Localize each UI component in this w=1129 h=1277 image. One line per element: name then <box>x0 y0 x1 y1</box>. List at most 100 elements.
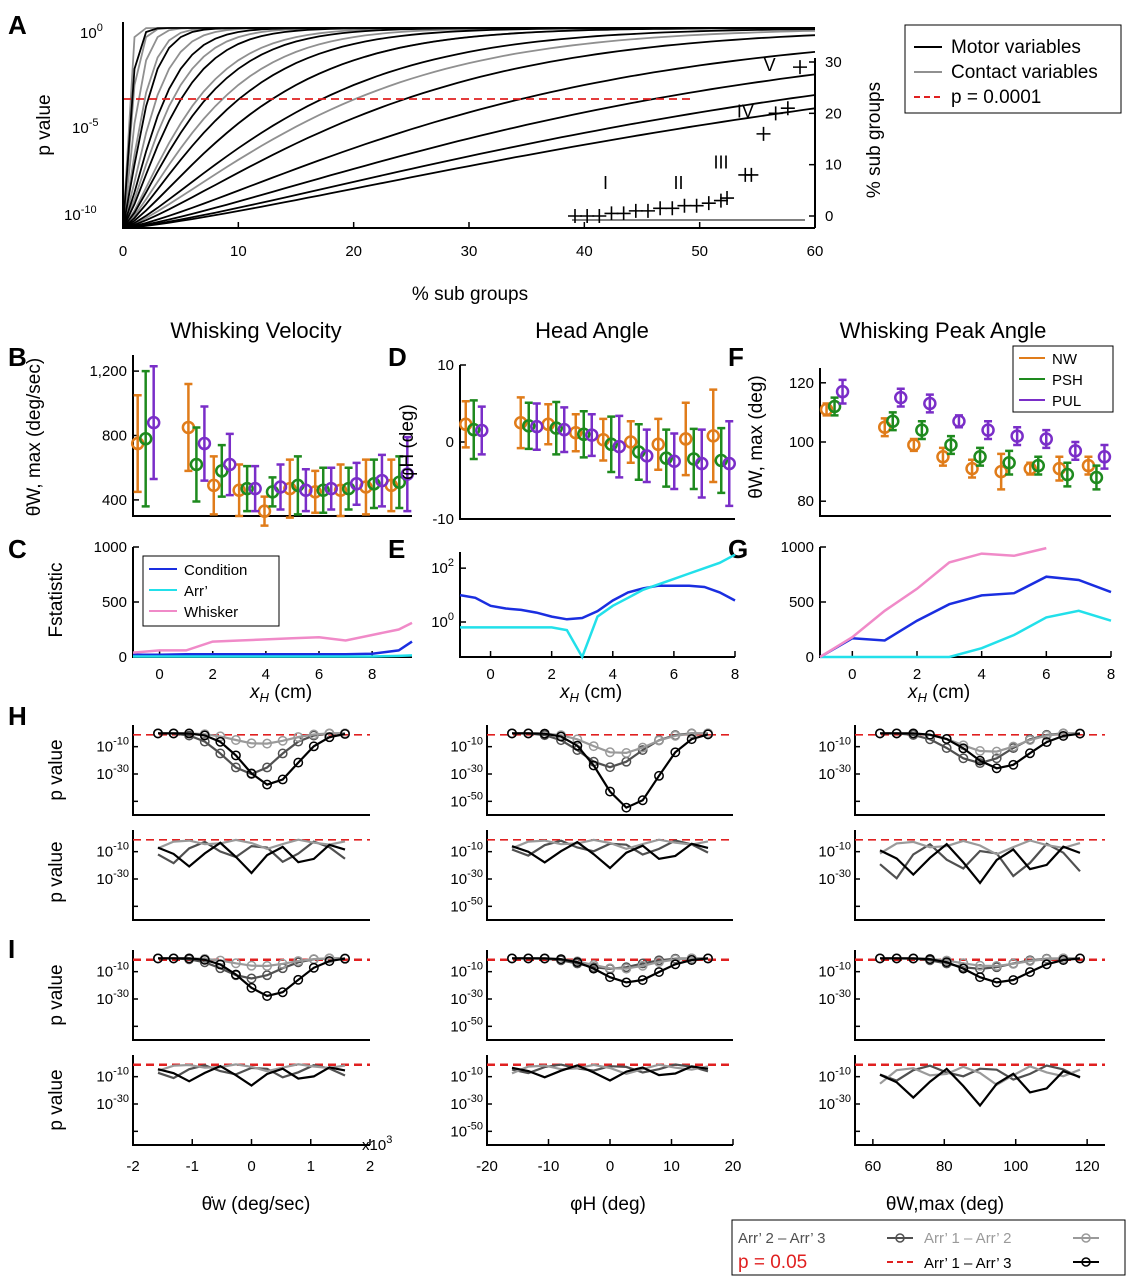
panel-f-nw-5-errorbar <box>997 452 1006 491</box>
p-ytick-label-r3-c0-0: 10-10 <box>96 1066 129 1086</box>
panel-f-psh-0-marker <box>827 399 842 414</box>
panel-b-psh-7-errorbar <box>344 466 353 511</box>
panel-b-psh-8-errorbar <box>369 458 378 510</box>
inset-point-19 <box>793 60 807 75</box>
panel-d-nw-6-marker <box>651 437 665 452</box>
panel-f-nw-4-marker <box>965 461 979 476</box>
panel-b-nw-4-errorbar <box>260 495 269 527</box>
panel-g-ytick-label-1: 500 <box>789 594 814 611</box>
panel-e: 0 2 4 6 8 102 100 <box>431 552 739 683</box>
p-marker-r2-c1-s1-8 <box>637 960 648 971</box>
p-marker-r0-c1-s1-5 <box>588 741 599 752</box>
panel-c-ytick-label-2: 0 <box>119 649 127 666</box>
p-xtick-label-c0-4: 2 <box>366 1158 374 1175</box>
panel-d-nw-6-errorbar <box>654 417 663 471</box>
panel-b-pul-3-errorbar <box>251 464 260 513</box>
p-marker-r0-c0-s2-9 <box>293 757 304 768</box>
panel-b-psh-2-marker <box>215 464 229 478</box>
panel-b-pul-6-marker <box>324 481 338 496</box>
panel-b-nw-8-errorbar <box>361 458 370 516</box>
motor-curve-0 <box>122 27 815 229</box>
panels-h-i: p value 10-1010-3010-1010-3010-5010-1010-… <box>46 725 1105 1175</box>
panel-f-pul-3-marker <box>952 414 966 429</box>
panel-g-series-arr <box>820 609 1112 659</box>
panel-b-psh-3-errorbar <box>243 464 252 513</box>
panel-f-psh-8-errorbar <box>1092 464 1101 491</box>
p-marker-r2-c2-s2-7 <box>991 977 1002 988</box>
panel-d-nw-3-errorbar <box>571 413 580 453</box>
contact-curve-5 <box>122 27 815 229</box>
p-marker-r0-c2-s2-5 <box>958 743 969 754</box>
motor-curve-4 <box>122 27 815 229</box>
panel-f-psh-8-marker <box>1089 470 1104 485</box>
p-axes-r3-c2 <box>854 1055 1105 1146</box>
p-series-r0-c2-s2 <box>880 732 1081 770</box>
panel-letter-h: H <box>8 701 27 731</box>
panel-b-psh-2-errorbar <box>217 443 226 498</box>
panel-c-ytick-label-0: 1000 <box>94 539 127 556</box>
p-marker-r2-c0-s1-5 <box>230 958 241 969</box>
legend-p05: p = 0.05 <box>738 1252 807 1273</box>
panel-g-series-whisker <box>819 546 1047 659</box>
panel-a-xlabel: % sub groups <box>412 284 528 305</box>
contact-curve-6 <box>122 27 815 229</box>
panel-d-pul-0-marker <box>475 423 489 438</box>
panel-c: 0 2 4 6 8 1000 500 0 <box>94 539 413 683</box>
p-marker-r2-c2-s2-0 <box>875 953 885 964</box>
motor-curve-9 <box>122 51 816 229</box>
panel-b-psh-8-marker <box>367 477 381 491</box>
panel-b-nw-5-marker <box>283 481 297 496</box>
panel-d-nw-0-errorbar <box>461 399 470 449</box>
p-ytick-label-r0-c0-1: 10-30 <box>96 763 129 783</box>
legend-whisker: Whisker <box>184 604 238 621</box>
column-title-head: Head Angle <box>535 318 649 343</box>
panel-b-nw-2-marker <box>207 478 221 493</box>
panel-e-ytick-label-0: 102 <box>431 557 454 577</box>
panel-b-pul-1-marker <box>197 436 212 451</box>
panel-letter-b: B <box>8 342 27 372</box>
panel-d-psh-1-marker <box>522 419 536 433</box>
panel-f-pul-0-errorbar <box>838 378 847 405</box>
p-ytick-label-r2-c1-2: 10-50 <box>450 1015 483 1035</box>
p-axes-r1-c1 <box>486 830 733 921</box>
panel-d-psh-0-errorbar <box>469 399 478 461</box>
p-marker-r2-c0-s2-12 <box>340 953 350 964</box>
panel-d-nw-4-errorbar <box>599 417 608 462</box>
panel-d-pul-5-errorbar <box>642 428 651 484</box>
panel-f-psh-5-marker <box>1002 455 1016 470</box>
contact-curve-7 <box>122 27 815 229</box>
p-marker-r2-c0-s2-7 <box>262 991 273 1001</box>
p-marker-r2-c1-s2-5 <box>588 963 599 974</box>
p-marker-r0-c2-s1-7 <box>991 746 1002 757</box>
p-ytick-label-r3-c1-2: 10-50 <box>450 1120 483 1140</box>
contact-curve-9 <box>122 29 816 229</box>
panel-a-x-ticks: 0 10 20 30 40 50 60 <box>119 222 823 260</box>
p-marker-r0-c2-s2-1 <box>891 728 902 739</box>
p-marker-r0-c0-s0-4 <box>215 748 226 759</box>
legend-nw: NW <box>1052 351 1078 368</box>
contact-curve-8 <box>122 27 815 229</box>
p-ytick-label-r0-c1-2: 10-50 <box>450 790 483 810</box>
p-series-r3-c0-s2 <box>157 1064 346 1087</box>
p-marker-r0-c2-s1-10 <box>1041 730 1052 741</box>
panel-b-nw-6-marker <box>308 485 322 499</box>
panel-f-pul-7-marker <box>1068 444 1083 458</box>
p-marker-r2-c1-s2-9 <box>654 967 664 977</box>
p-marker-r0-c1-s2-6 <box>605 786 615 797</box>
panel-d-pul-3-marker <box>585 428 599 442</box>
p-marker-r2-c0-s1-7 <box>262 961 273 971</box>
panel-f-psh-3-marker <box>944 438 958 452</box>
pvalue-ylabel-row-2: p value <box>46 964 67 1025</box>
p-marker-r0-c0-s1-5 <box>230 735 241 745</box>
panel-b-pul-3-marker <box>248 481 262 496</box>
panel-f-psh-1-marker <box>886 414 900 429</box>
panel-b-pul-0-errorbar <box>149 365 158 481</box>
p-series-r2-c1-s2 <box>512 957 709 984</box>
panel-c-series-whisker <box>132 621 413 654</box>
p-ytick-label-r0-c1-0: 10-10 <box>450 736 483 756</box>
p-marker-r2-c1-s2-10 <box>670 959 681 970</box>
p-xtick-label-c1-4: 20 <box>725 1158 742 1175</box>
legend-arr13: Arr’ 1 – Arr’ 3 <box>924 1255 1012 1272</box>
p-marker-r2-c1-s2-0 <box>507 953 517 964</box>
p-marker-r0-c1-s2-8 <box>637 795 648 806</box>
